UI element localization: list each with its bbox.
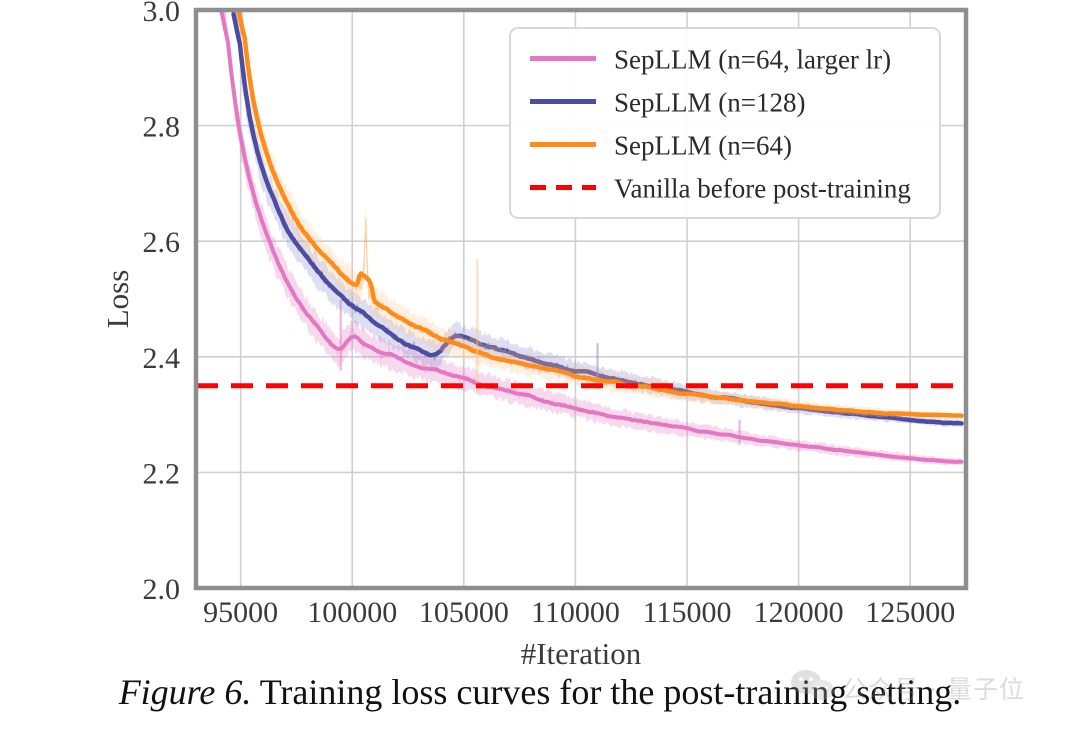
legend-label: SepLLM (n=64) (614, 131, 792, 161)
x-tick-label: 100000 (307, 596, 397, 629)
y-tick-label: 2.6 (143, 226, 181, 259)
legend-label: SepLLM (n=64, larger lr) (614, 45, 891, 75)
x-tick-label: 110000 (531, 596, 620, 629)
axis-titles: #Iteration Loss (100, 270, 642, 671)
y-axis-ticks: 2.0 2.2 2.4 2.6 2.8 3.0 (143, 0, 181, 606)
y-tick-label: 2.2 (143, 457, 181, 490)
x-tick-label: 115000 (643, 596, 732, 629)
loss-chart: 95000 100000 105000 110000 115000 120000 12500… (100, 0, 969, 671)
x-axis-ticks: 95000 100000 105000 110000 115000 120000 12500… (203, 596, 955, 629)
figure-number: Figure 6. (118, 672, 252, 712)
x-tick-label: 120000 (754, 596, 844, 629)
legend-label: SepLLM (n=128) (614, 88, 805, 118)
x-tick-label: 95000 (203, 596, 278, 629)
figure-caption-text: Training loss curves for the post-traini… (251, 672, 962, 712)
y-tick-label: 2.8 (143, 111, 181, 144)
figure-caption: Figure 6. Training loss curves for the p… (0, 672, 1080, 713)
chart-legend: SepLLM (n=64, larger lr) SepLLM (n=128) Se… (509, 27, 941, 219)
data-series-layer (219, 10, 964, 466)
y-tick-label: 2.4 (143, 342, 181, 375)
x-axis-title: #Iteration (521, 636, 642, 671)
x-tick-label: 125000 (865, 596, 955, 629)
x-tick-label: 105000 (419, 596, 509, 629)
y-axis-title: Loss (100, 270, 135, 329)
y-tick-label: 3.0 (143, 0, 181, 28)
legend-label: Vanilla before post-training (614, 174, 911, 204)
y-tick-label: 2.0 (143, 573, 181, 606)
plot-frame (193, 7, 969, 591)
